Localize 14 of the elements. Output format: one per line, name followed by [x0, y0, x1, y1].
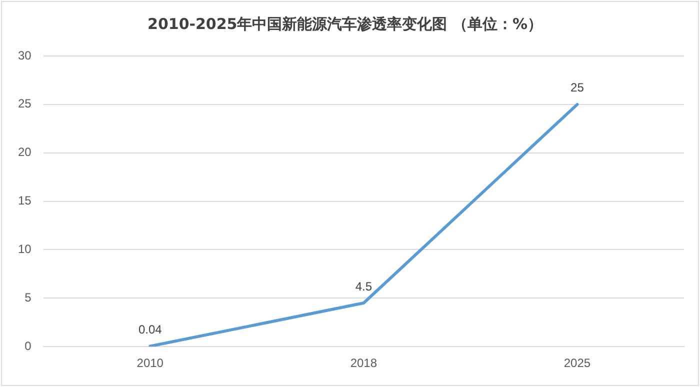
data-label: 0.04 — [138, 322, 162, 337]
y-tick-label: 5 — [24, 290, 32, 304]
y-tick-label: 30 — [18, 48, 32, 62]
x-tick-label: 2010 — [136, 356, 164, 370]
data-label: 25 — [570, 80, 584, 95]
chart-title: 2010-2025年中国新能源汽车渗透率变化图 （单位：%） — [148, 14, 542, 33]
y-tick-label: 20 — [18, 145, 32, 160]
x-tick-label: 2018 — [350, 356, 378, 370]
y-tick-label: 25 — [18, 96, 32, 111]
y-tick-label: 10 — [18, 242, 32, 256]
y-tick-label: 15 — [18, 194, 32, 208]
x-tick-label: 2025 — [564, 356, 591, 370]
y-tick-label: 0 — [24, 338, 32, 353]
data-label: 4.5 — [355, 279, 372, 294]
